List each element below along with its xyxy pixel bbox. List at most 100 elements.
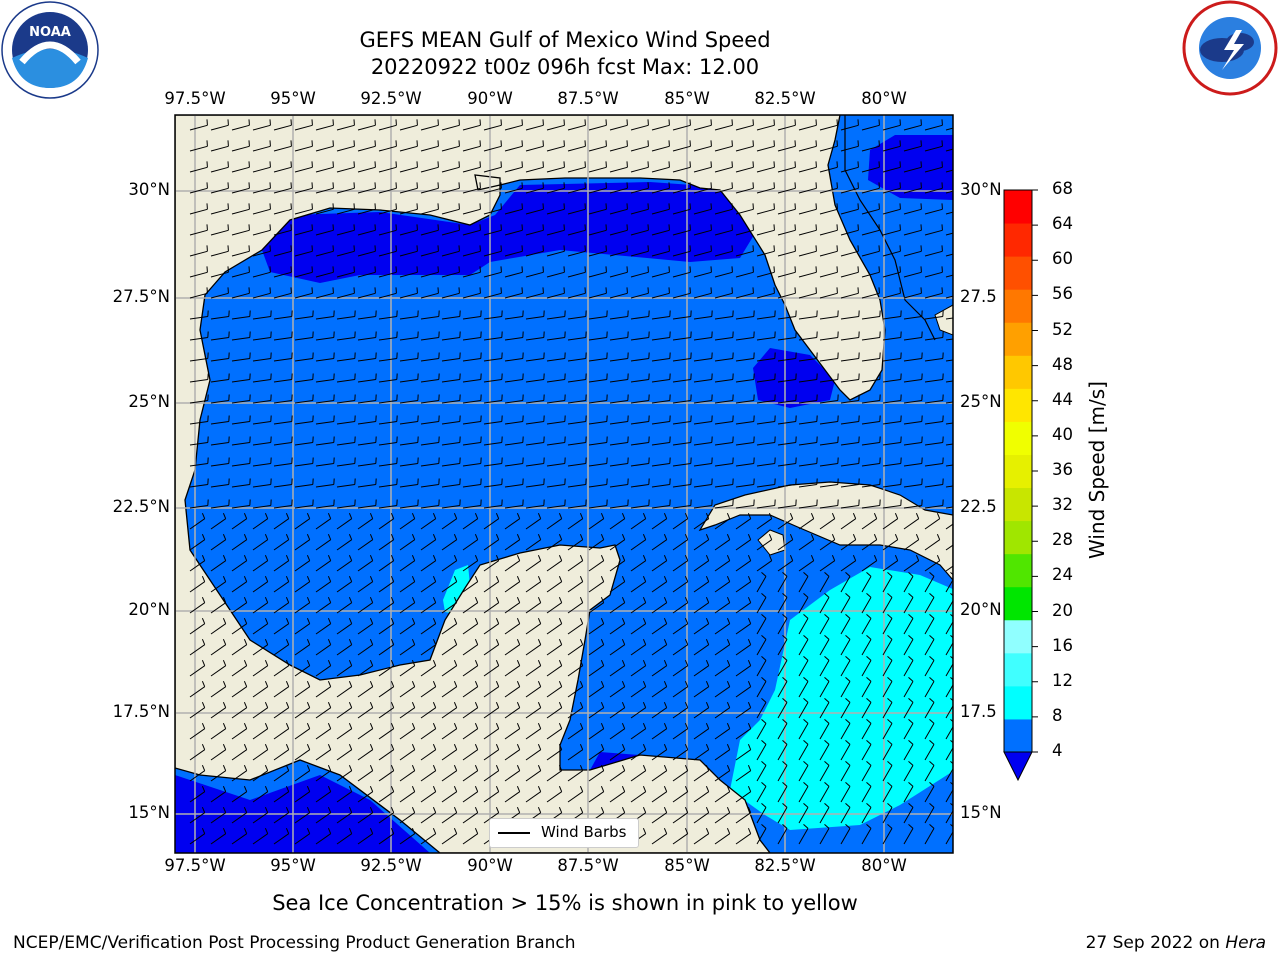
wind-barb [336,791,352,803]
wind-barb-flag [390,765,395,771]
wind-barb [273,400,292,404]
wind-barb [273,581,289,593]
colorbar-segment [1004,388,1032,422]
wind-barb [672,539,688,551]
wind-barb [483,187,502,194]
wind-barb [903,442,922,446]
wind-barb [777,505,796,509]
wind-barb [210,539,226,551]
wind-barb [567,728,583,740]
wind-barb-flag [915,534,920,540]
wind-barb-flag [369,828,374,834]
wind-barb-flag [453,534,458,540]
wind-barb-flag [684,660,689,666]
wind-barb [630,316,649,320]
wind-barb [546,602,562,614]
wind-barb [336,602,352,614]
wind-barb [294,505,313,509]
wind-barb [903,702,914,719]
wind-barb-flag [600,639,605,645]
wind-barb [840,484,859,488]
wind-barb-flag [845,635,851,640]
wind-barb [819,505,838,509]
wind-barb [441,316,460,320]
wind-barb [504,229,523,236]
wind-barb [840,292,859,299]
wind-barb-flag [264,744,269,750]
wind-barb [819,292,838,299]
wind-barb [252,187,271,194]
wind-barb [735,665,751,677]
wind-barb-flag [285,597,290,603]
wind-barb-flag [621,807,626,813]
wind-barb-flag [684,555,689,561]
wind-barb-flag [929,803,935,808]
wind-barb-flag [306,639,311,645]
wind-barb [945,422,953,425]
wind-barb-flag [369,660,374,666]
wind-barb-flag [369,702,374,708]
wind-barb [231,484,250,488]
wind-barb [252,358,271,362]
wind-barb [588,145,607,152]
wind-barb [231,812,247,824]
wind-barb [252,316,271,320]
lon-tick-top: 95°W [270,89,316,108]
wind-barb [882,145,901,152]
wind-barb [546,665,562,677]
wind-barb-flag [789,534,794,540]
wind-barb [483,250,502,257]
wind-barb-flag [558,723,563,729]
wind-barb [756,660,767,677]
wind-barb-flag [600,555,605,561]
map-title: GEFS MEAN Gulf of Mexico Wind Speed [359,28,771,52]
wind-barb [882,166,901,173]
lon-tick-top: 90°W [467,89,513,108]
wind-barb [441,250,460,257]
wind-barb-flag [887,824,893,829]
wind-barb [525,337,544,341]
wind-barb [525,728,541,740]
atlantic-calm-zone [868,135,953,200]
wind-barb [189,442,208,446]
wind-barb-flag [390,807,395,813]
legend-line-icon [498,832,530,834]
wind-barb-flag [824,824,830,829]
wind-barb-flag [782,761,788,766]
wind-barb-flag [222,828,227,834]
wind-barb-flag [411,639,416,645]
wind-barb [483,400,502,404]
wind-barb-flag [747,807,752,813]
wind-barb [819,560,835,572]
wind-barb [945,578,953,593]
wind-barb [420,337,439,341]
wind-barb [189,791,205,803]
wind-barb [357,623,373,635]
wind-barb-flag [201,723,206,729]
wind-barb [357,707,373,719]
wind-barb [630,644,646,656]
wind-barb [714,791,730,803]
wind-barb [840,229,859,236]
wind-barb [336,379,355,383]
wind-barb [231,463,250,467]
wind-barb [336,707,352,719]
wind-barb-flag [726,555,731,561]
wind-barb [714,166,733,173]
wind-barb [840,560,856,572]
wind-barb-flag [222,618,227,624]
wind-barb [861,807,872,824]
wind-barb [420,292,439,299]
wind-barb [882,229,901,236]
wind-barb-flag [929,761,935,766]
colorbar-tick-label: 44 [1052,389,1073,409]
wind-barb-flag [803,656,809,661]
wind-barb [294,623,310,635]
wind-barb-flag [579,765,584,771]
wind-barb [777,145,796,152]
wind-barb-flag [579,576,584,582]
wind-barb [588,581,604,593]
wind-barb [210,208,229,215]
wind-barb [630,560,646,572]
wind-barb-flag [222,534,227,540]
